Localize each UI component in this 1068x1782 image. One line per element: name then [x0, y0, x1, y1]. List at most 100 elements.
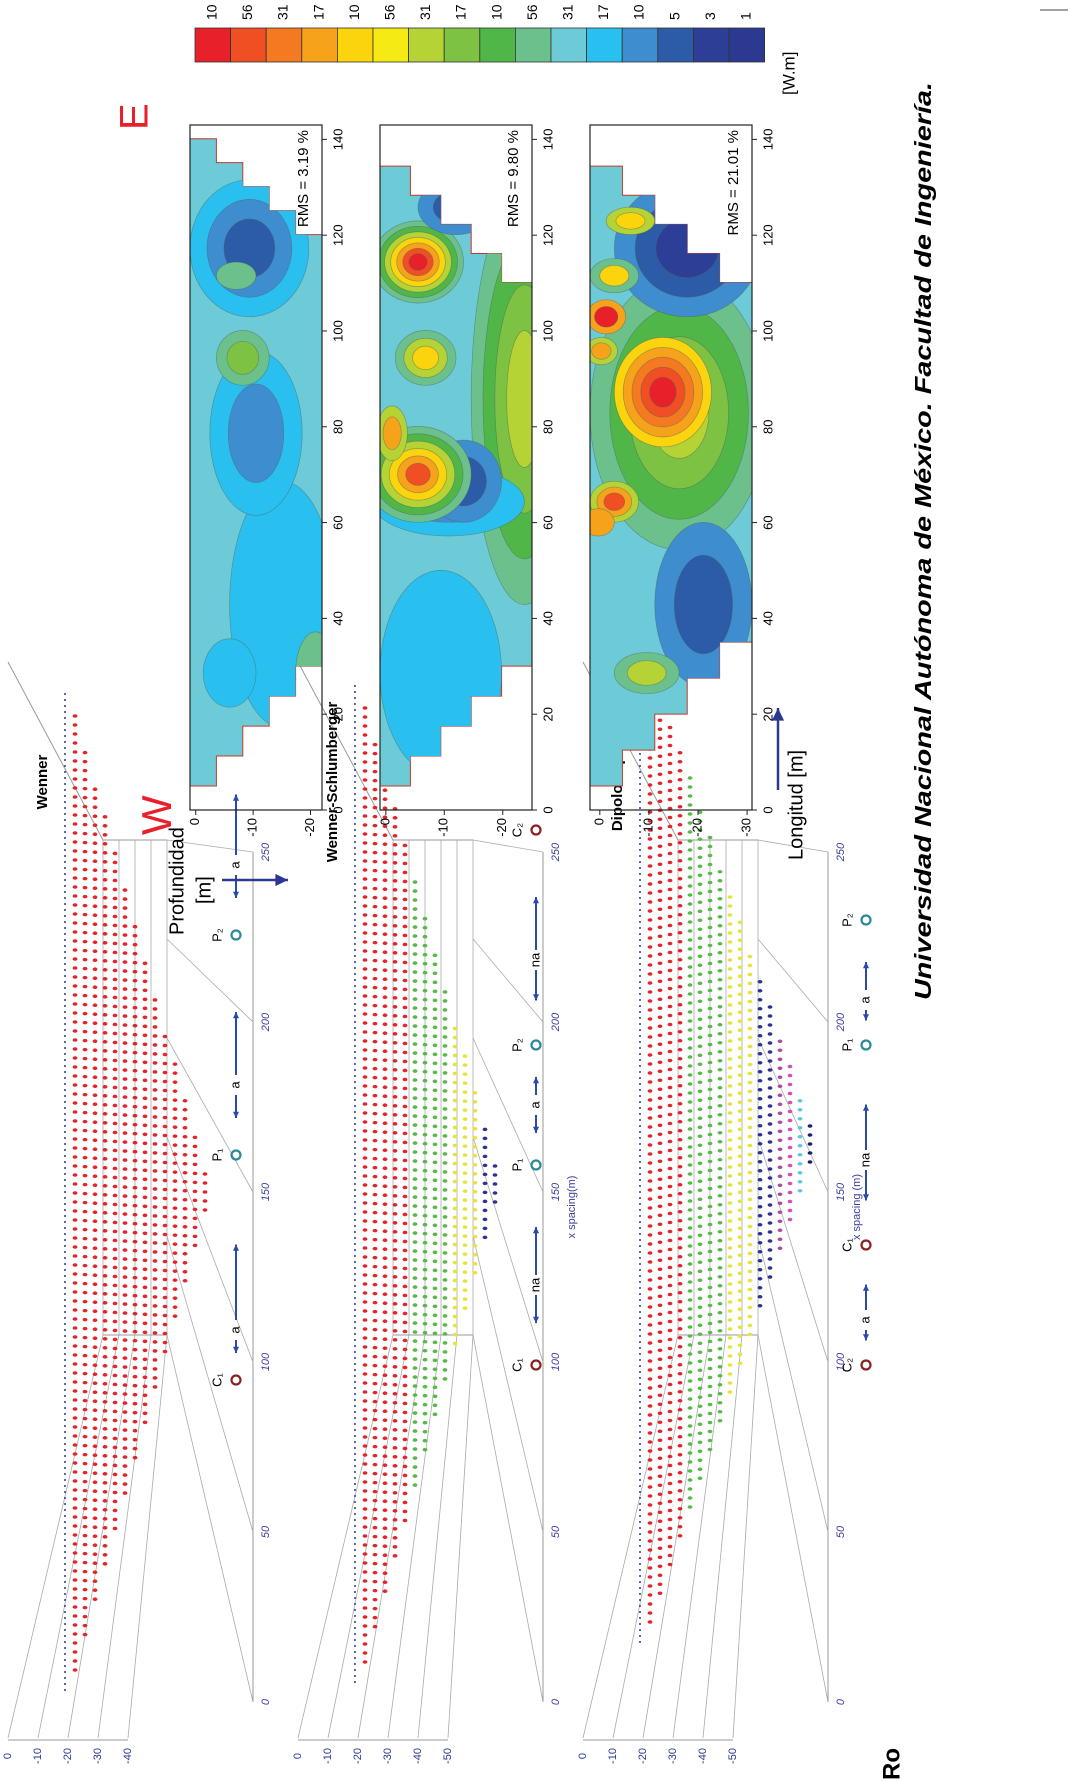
datum-point-top	[639, 1113, 641, 1115]
datum-point	[678, 1138, 683, 1142]
datum-point	[383, 1436, 388, 1440]
datum-point	[648, 873, 653, 877]
datum-point-top	[64, 837, 66, 839]
datum-point	[698, 1458, 703, 1462]
datum-point-top	[354, 1609, 356, 1611]
depth-tick-label: -10	[607, 1748, 619, 1764]
datum-point	[393, 960, 398, 964]
datum-point	[413, 1285, 418, 1289]
datum-point	[728, 994, 733, 998]
legend-label: 56	[239, 4, 255, 20]
datum-point	[443, 1053, 448, 1057]
datum-point	[163, 1233, 168, 1237]
datum-point	[93, 967, 98, 971]
datum-point	[748, 1018, 753, 1022]
datum-point	[668, 1158, 673, 1162]
datum-point	[393, 879, 398, 883]
datum-point	[363, 1480, 368, 1484]
datum-point	[738, 938, 743, 942]
datum-point-top	[354, 967, 356, 969]
datum-point	[393, 1266, 398, 1270]
datum-point	[153, 1331, 158, 1335]
datum-point	[748, 1000, 753, 1004]
datum-point	[413, 907, 418, 911]
datum-point	[143, 1142, 148, 1146]
datum-point-top	[64, 1245, 66, 1247]
datum-point	[403, 1474, 408, 1478]
datum-point-top	[64, 759, 66, 761]
datum-point	[698, 1404, 703, 1408]
datum-point	[463, 1270, 468, 1274]
datum-point	[113, 1320, 118, 1324]
datum-point	[83, 1363, 88, 1367]
datum-point	[758, 1124, 763, 1128]
datum-point	[93, 1570, 98, 1574]
datum-point	[133, 1348, 138, 1352]
datum-point	[93, 1516, 98, 1520]
datum-point	[183, 1198, 188, 1202]
datum-point	[73, 1263, 78, 1267]
datum-point	[173, 1125, 178, 1129]
datum-point	[668, 1059, 673, 1063]
datum-point	[93, 922, 98, 926]
datum-point	[788, 1083, 793, 1087]
datum-point	[103, 1418, 108, 1422]
datum-point	[363, 1228, 368, 1232]
datum-point	[373, 788, 378, 792]
datum-point	[393, 1437, 398, 1441]
datum-point	[678, 1345, 683, 1349]
datum-point	[113, 1014, 118, 1018]
datum-point	[658, 718, 663, 722]
datum-point	[658, 1123, 663, 1127]
datum-point	[778, 1246, 783, 1250]
datum-point	[698, 1134, 703, 1138]
datum-point-top	[639, 1275, 641, 1277]
datum-point	[163, 1305, 168, 1309]
datum-point	[648, 756, 653, 760]
datum-point	[463, 1180, 468, 1184]
datum-point-top	[354, 1159, 356, 1161]
datum-point	[133, 1375, 138, 1379]
datum-point	[113, 1275, 118, 1279]
datum-point	[73, 1425, 78, 1429]
datum-point	[363, 1399, 368, 1403]
datum-point	[403, 898, 408, 902]
datum-point	[443, 1080, 448, 1084]
datum-point	[363, 976, 368, 980]
datum-point	[103, 1526, 108, 1530]
datum-point	[678, 940, 683, 944]
datum-point	[403, 844, 408, 848]
datum-point-top	[64, 801, 66, 803]
datum-point	[373, 1121, 378, 1125]
datum-point	[83, 1264, 88, 1268]
datum-point	[768, 1050, 773, 1054]
datum-point-top	[354, 1303, 356, 1305]
datum-point	[153, 1340, 158, 1344]
datum-point	[383, 1517, 388, 1521]
datum-point	[688, 1478, 693, 1482]
datum-point-top	[354, 685, 356, 687]
datum-point	[383, 1499, 388, 1503]
datum-point	[658, 1564, 663, 1568]
x-tick-label: 140	[760, 129, 775, 151]
datum-point	[93, 1057, 98, 1061]
datum-point	[163, 1179, 168, 1183]
datum-point	[393, 924, 398, 928]
datum-point	[123, 1212, 128, 1216]
datum-point-top	[639, 1065, 641, 1067]
datum-point	[678, 1516, 683, 1520]
datum-point	[393, 1392, 398, 1396]
datum-point	[103, 1031, 108, 1035]
datum-point	[413, 1006, 418, 1010]
datum-point	[73, 1389, 78, 1393]
datum-point	[73, 759, 78, 763]
datum-point-top	[64, 1119, 66, 1121]
datum-point	[123, 1032, 128, 1036]
datum-point	[83, 805, 88, 809]
datum-point	[768, 1185, 773, 1189]
datum-point	[143, 1016, 148, 1020]
datum-point	[688, 1154, 693, 1158]
datum-point	[413, 1330, 418, 1334]
datum-point	[123, 1293, 128, 1297]
datum-point	[738, 965, 743, 969]
